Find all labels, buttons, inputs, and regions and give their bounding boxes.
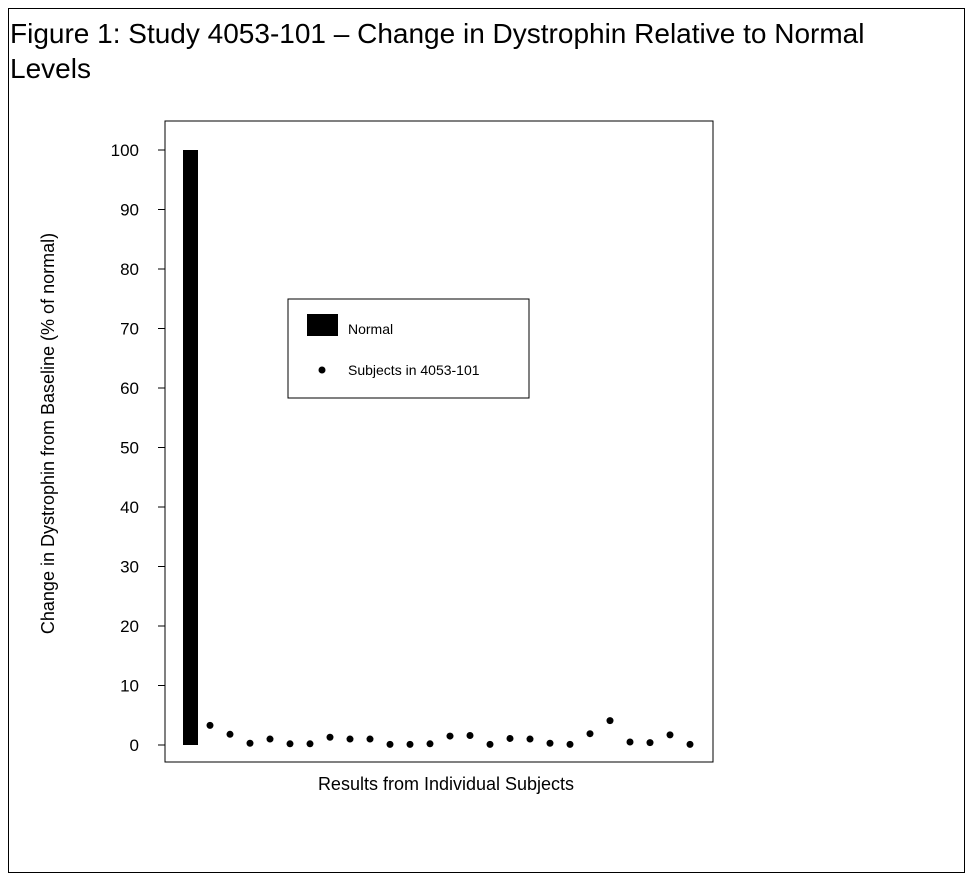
- data-point: [626, 738, 634, 746]
- data-point: [366, 735, 374, 743]
- data-point: [226, 730, 234, 738]
- y-tick-label: 90: [120, 201, 139, 220]
- legend-bar-swatch: [307, 314, 338, 336]
- data-point: [586, 730, 594, 738]
- y-tick-label: 100: [111, 141, 139, 160]
- y-tick-label: 40: [120, 498, 139, 517]
- y-tick-label: 60: [120, 379, 139, 398]
- plot-area: [164, 120, 714, 763]
- y-tick-label: 30: [120, 558, 139, 577]
- data-point: [686, 740, 694, 748]
- data-point: [206, 721, 214, 729]
- data-point: [426, 740, 434, 748]
- y-tick-label: 70: [120, 320, 139, 339]
- y-tick-label: 20: [120, 617, 139, 636]
- data-point: [606, 717, 614, 725]
- x-axis-title: Results from Individual Subjects: [318, 774, 574, 794]
- data-point: [666, 731, 674, 739]
- data-point: [486, 740, 494, 748]
- legend-label-normal: Normal: [348, 321, 393, 337]
- data-point: [566, 740, 574, 748]
- legend-box: [287, 298, 530, 399]
- data-point: [526, 735, 534, 743]
- data-point: [346, 735, 354, 743]
- data-point: [306, 740, 314, 748]
- bar-normal: [183, 150, 198, 745]
- figure-caption: Figure 1: Study 4053-101 – Change in Dys…: [10, 18, 865, 84]
- legend-point-swatch: [318, 366, 326, 374]
- legend-label-subjects: Subjects in 4053-101: [348, 362, 480, 378]
- data-point: [546, 739, 554, 747]
- y-tick-label: 80: [120, 260, 139, 279]
- data-point: [506, 734, 514, 742]
- y-tick-label: 50: [120, 439, 139, 458]
- data-point: [266, 735, 274, 743]
- data-point: [646, 739, 654, 747]
- data-point: [406, 740, 414, 748]
- data-point: [466, 731, 474, 739]
- legend: Normal Subjects in 4053-101: [287, 298, 530, 399]
- y-axis: 0 10 20 30 40 50 60 70 80 90 100: [111, 141, 165, 755]
- chart-marks: [183, 150, 694, 748]
- y-axis-title: Change in Dystrophin from Baseline (% of…: [38, 233, 58, 634]
- y-tick-label: 0: [130, 736, 139, 755]
- figure-frame: [8, 8, 965, 873]
- data-point: [286, 740, 294, 748]
- data-point: [246, 739, 254, 747]
- data-point: [446, 732, 454, 740]
- data-point: [386, 740, 394, 748]
- y-tick-label: 10: [120, 677, 139, 696]
- data-point: [326, 733, 334, 741]
